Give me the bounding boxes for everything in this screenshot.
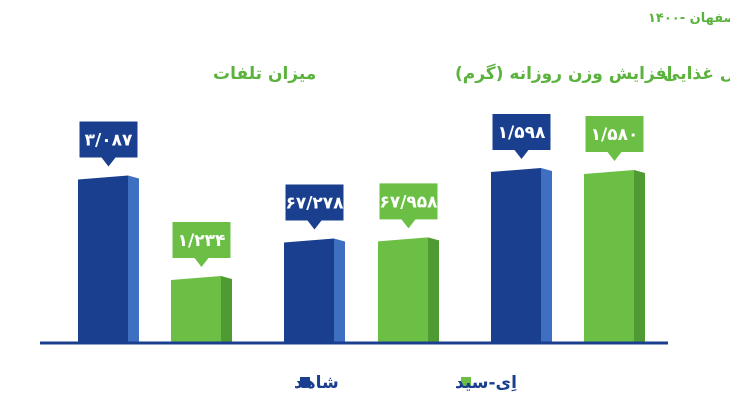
category-label: ضریب تبدیل غذایی [663, 64, 730, 84]
value-callout [492, 113, 551, 159]
data-label: ۳/۰۸۷ [85, 131, 133, 151]
bar [378, 237, 428, 343]
legend-label-isid: اِی-سید [455, 373, 517, 393]
category-label: میزان تلفات [213, 64, 316, 84]
legend-swatch-isid [461, 377, 471, 387]
bar-side [334, 238, 345, 343]
bar [78, 175, 128, 343]
data-label: ۶۷/۲۷۸ [285, 193, 344, 213]
bar-side [221, 276, 232, 343]
value-callout [379, 183, 438, 229]
bar [584, 169, 634, 343]
bar-side [541, 167, 552, 343]
bar-side [634, 169, 645, 343]
bar [171, 276, 221, 343]
chart-title: طرح ارتباط با صنعت گروه علوم دامی دانشگا… [648, 10, 730, 26]
bar-side [128, 175, 139, 343]
data-label: ۱/۵۹۸ [498, 123, 546, 143]
legend-label-shahed: شاهد [294, 373, 339, 393]
data-label: ۶۷/۹۵۸ [379, 192, 438, 212]
bar [284, 238, 334, 343]
data-label: ۱/۲۳۴ [178, 231, 226, 251]
value-callout [585, 115, 644, 161]
value-callout [285, 184, 344, 230]
bar-side [428, 237, 439, 343]
category-label: افزایش وزن روزانه (گرم) [455, 63, 673, 84]
bar [491, 167, 541, 343]
value-callout [79, 121, 138, 167]
value-callout [172, 222, 231, 268]
legend-swatch-shahed [300, 377, 310, 387]
data-label: ۱/۵۸۰ [591, 125, 639, 145]
